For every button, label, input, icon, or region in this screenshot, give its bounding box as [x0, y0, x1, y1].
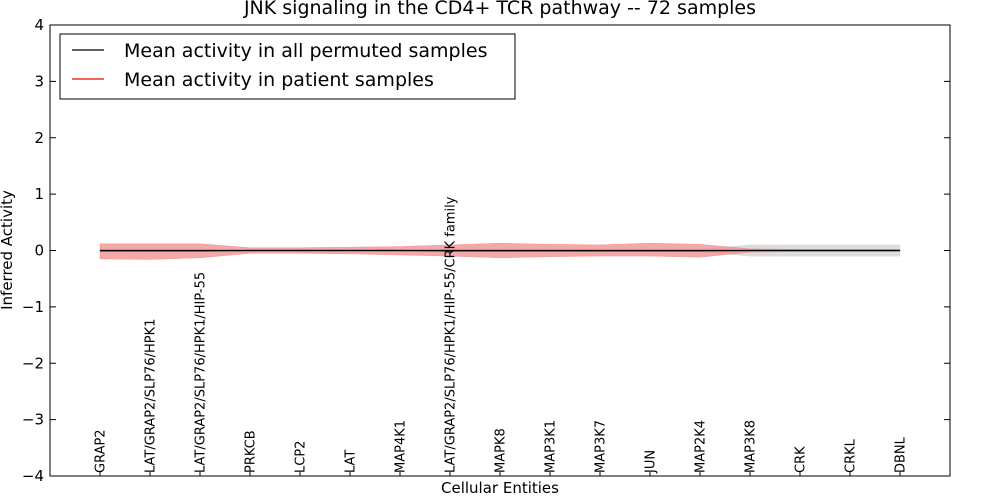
x-category-label: LAT/GRAP2/SLP76/HPK1/HIP-55/CRK family: [444, 196, 459, 473]
y-tick-label: 2: [34, 129, 44, 147]
y-axis: 4 3 2 1 0 −1 −2 −3 −4: [22, 16, 950, 485]
x-category-label: PRKCB: [244, 430, 259, 473]
y-axis-title: Inferred Activity: [0, 190, 16, 310]
x-category-label: CRKL: [844, 438, 859, 473]
y-tick-label: 0: [34, 242, 44, 260]
x-category-label: MAP4K1: [394, 420, 409, 473]
x-category-label: LAT: [344, 450, 359, 473]
y-tick-label: −2: [22, 354, 44, 372]
legend-label-permuted: Mean activity in all permuted samples: [124, 40, 487, 62]
x-category-label: DBNL: [894, 436, 909, 473]
y-tick-label: 3: [34, 72, 44, 90]
x-category-label: JUN: [644, 450, 659, 474]
y-tick-label: −3: [22, 411, 44, 429]
legend-box: [59, 33, 516, 100]
x-category-label: MAP2K4: [694, 420, 709, 473]
x-category-label: MAPK8: [494, 428, 509, 473]
x-axis-title: Cellular Entities: [441, 479, 559, 497]
y-tick-label: −4: [22, 467, 44, 485]
x-category-label: LCP2: [294, 441, 309, 473]
x-category-label: MAP3K7: [594, 420, 609, 473]
y-tick-label: 4: [34, 16, 44, 34]
x-category-label: MAP3K1: [544, 420, 559, 473]
x-category-label: LAT/GRAP2/SLP76/HPK1: [144, 319, 159, 473]
x-category-label: MAP3K8: [744, 420, 759, 473]
series-lines: [100, 249, 900, 252]
legend-label-patient: Mean activity in patient samples: [124, 69, 434, 91]
chart-title: JNK signaling in the CD4+ TCR pathway --…: [243, 0, 756, 19]
x-category-label: LAT/GRAP2/SLP76/HPK1/HIP-55: [194, 272, 209, 473]
x-category-label: CRK: [794, 446, 809, 473]
x-axis: GRAP2 LAT/GRAP2/SLP76/HPK1 LAT/GRAP2/SLP76…: [94, 196, 909, 476]
y-tick-label: 1: [34, 185, 44, 203]
x-category-label: GRAP2: [94, 429, 109, 473]
y-tick-label: −1: [22, 298, 44, 316]
legend: Mean activity in all permuted samples Me…: [59, 33, 516, 100]
